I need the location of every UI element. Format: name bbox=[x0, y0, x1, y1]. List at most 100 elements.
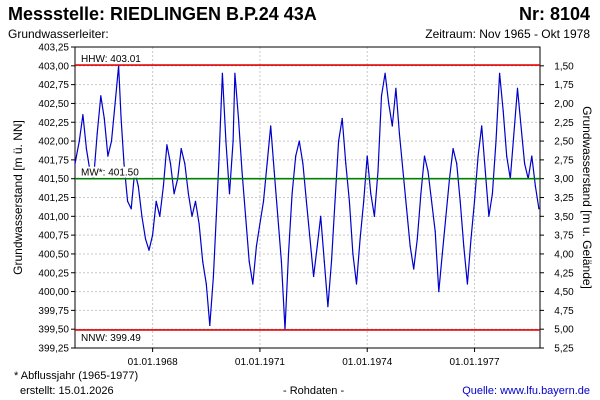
y2-tick-label: 4,75 bbox=[554, 306, 574, 317]
data-point bbox=[323, 260, 325, 263]
y-tick-label: 403,25 bbox=[38, 43, 69, 54]
data-point bbox=[406, 208, 408, 210]
y2-tick-label: 2,50 bbox=[554, 137, 574, 148]
data-point bbox=[166, 144, 168, 146]
data-point bbox=[377, 170, 379, 172]
data-point bbox=[459, 200, 461, 202]
data-point bbox=[218, 163, 220, 165]
data-point bbox=[127, 200, 129, 202]
data-point bbox=[277, 215, 279, 217]
ref-label-nnw: NNW: 399.49 bbox=[81, 333, 141, 344]
y2-axis-title: Grundwasserstand [m u. Gelände] bbox=[580, 106, 594, 289]
data-point bbox=[184, 163, 186, 165]
data-point bbox=[431, 200, 433, 202]
footnote: * Abflussjahr (1965-1977) bbox=[14, 370, 139, 382]
data-point bbox=[305, 200, 307, 202]
data-point bbox=[234, 72, 236, 74]
y2-tick-label: 1,50 bbox=[554, 61, 574, 72]
x-tick-label: 01.01.1974 bbox=[342, 357, 392, 368]
data-point bbox=[205, 283, 207, 285]
y-tick-label: 399,50 bbox=[38, 325, 69, 336]
y2-tick-label: 3,25 bbox=[554, 193, 574, 204]
data-point bbox=[499, 72, 501, 74]
data-point bbox=[103, 117, 105, 120]
data-point bbox=[74, 163, 76, 165]
data-point bbox=[114, 102, 116, 104]
data-point bbox=[194, 200, 197, 202]
data-point bbox=[352, 253, 354, 255]
data-point bbox=[345, 163, 347, 165]
data-point bbox=[380, 95, 383, 97]
data-point bbox=[402, 170, 404, 172]
data-point bbox=[259, 223, 261, 225]
y-tick-label: 403,00 bbox=[38, 61, 69, 72]
data-point bbox=[313, 275, 315, 278]
data-point bbox=[302, 163, 304, 165]
data-point bbox=[355, 283, 358, 285]
source-credit: Quelle: www.lfu.bayern.de bbox=[462, 385, 590, 397]
x-tick-label: 01.01.1968 bbox=[128, 357, 178, 368]
station-number: Nr: 8104 bbox=[518, 4, 590, 24]
y-tick-label: 401,50 bbox=[38, 174, 69, 185]
data-point bbox=[327, 306, 329, 308]
reference-lines: HHW: 403.01 MW*: 401.50 NNW: 399.49 bbox=[75, 53, 540, 344]
station-title: Messstelle: RIEDLINGEN B.P.24 43A bbox=[8, 4, 317, 24]
source-link[interactable]: www.lfu.bayern.de bbox=[500, 385, 590, 397]
data-point bbox=[427, 170, 429, 172]
data-point bbox=[187, 193, 189, 195]
data-point bbox=[502, 110, 504, 112]
data-point bbox=[420, 193, 422, 195]
data-point bbox=[484, 170, 486, 172]
data-point bbox=[130, 208, 132, 210]
data-point bbox=[491, 193, 493, 195]
data-point bbox=[209, 324, 211, 326]
x-tick-label: 01.01.1977 bbox=[450, 357, 500, 368]
y-tick-label: 399,25 bbox=[38, 344, 69, 355]
data-point bbox=[248, 260, 250, 263]
data-point bbox=[534, 185, 537, 187]
y-tick-label: 401,75 bbox=[38, 155, 69, 166]
y2-tick-label: 1,75 bbox=[554, 80, 574, 91]
data-point bbox=[366, 155, 368, 157]
data-point bbox=[123, 163, 125, 165]
aquifer-label: Grundwasserleiter: bbox=[8, 27, 109, 41]
data-point bbox=[309, 238, 311, 240]
ref-label-bg bbox=[79, 166, 145, 178]
data-point bbox=[495, 140, 497, 142]
data-point bbox=[398, 132, 400, 135]
y-tick-label: 402,50 bbox=[38, 99, 69, 110]
data-point bbox=[384, 72, 386, 74]
data-point bbox=[456, 163, 458, 165]
data-point bbox=[148, 249, 150, 251]
data-point bbox=[506, 155, 508, 157]
data-point bbox=[488, 215, 490, 217]
data-point bbox=[477, 155, 479, 157]
ref-label-bg bbox=[79, 53, 145, 65]
data-point bbox=[241, 170, 243, 172]
data-point bbox=[452, 148, 454, 150]
data-point bbox=[96, 132, 98, 135]
y-tick-label: 400,25 bbox=[38, 268, 69, 279]
ref-label-bg bbox=[79, 331, 145, 343]
y2-tick-label: 5,25 bbox=[554, 344, 574, 355]
data-point bbox=[370, 193, 372, 195]
data-point bbox=[262, 200, 265, 202]
data-point bbox=[334, 200, 336, 202]
data-point bbox=[416, 238, 418, 240]
y-tick-label: 402,75 bbox=[38, 80, 69, 91]
data-point bbox=[110, 140, 113, 142]
data-point bbox=[320, 215, 322, 217]
y2-tick-label: 4,25 bbox=[554, 268, 574, 279]
data-point bbox=[212, 275, 214, 278]
data-point bbox=[473, 200, 476, 202]
y-tick-label: 401,25 bbox=[38, 193, 69, 204]
series-layer bbox=[74, 65, 540, 330]
y2-tick-label: 2,75 bbox=[554, 155, 574, 166]
y2-tick-label: 2,25 bbox=[554, 118, 574, 129]
ref-label-mw: MW*: 401.50 bbox=[81, 168, 139, 179]
data-point bbox=[298, 140, 300, 142]
data-point bbox=[144, 238, 147, 240]
y2-tick-label: 4,50 bbox=[554, 287, 574, 298]
y2-tick-label: 3,00 bbox=[554, 174, 574, 185]
data-point bbox=[215, 215, 217, 217]
